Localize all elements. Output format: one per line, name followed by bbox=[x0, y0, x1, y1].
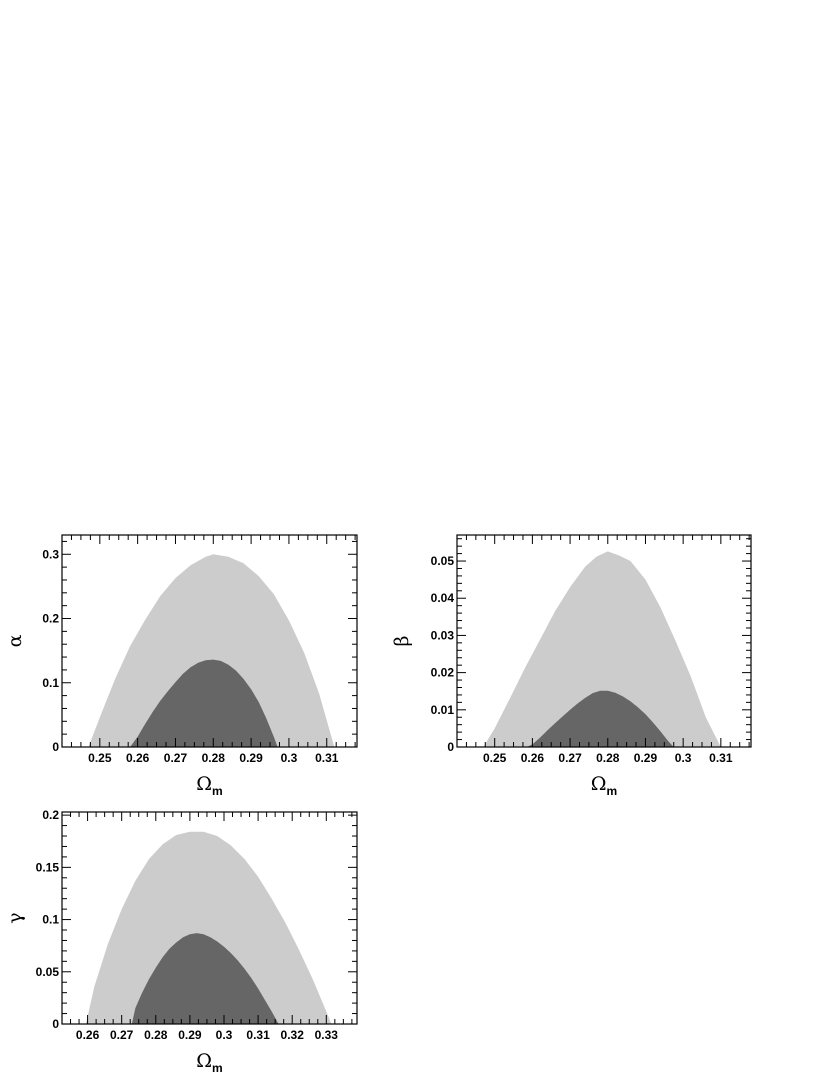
y-tick-label: 0.1 bbox=[42, 676, 59, 690]
panel-gamma: 0.26 0.27 0.28 0.29 0.3 0.31 0.32 0.33 0 0.05 0.1 0… bbox=[4, 808, 358, 1075]
x-tick-label: 0.32 bbox=[281, 1028, 305, 1042]
x-tick-label: 0.28 bbox=[596, 751, 620, 765]
x-axis-label-subscript: m bbox=[607, 784, 618, 798]
x-axis-label-subscript: m bbox=[212, 784, 223, 798]
y-tick-label: 0.2 bbox=[42, 612, 59, 626]
x-axis-label-symbol: Ω bbox=[591, 773, 607, 795]
x-tick-label: 0.26 bbox=[521, 751, 545, 765]
x-tick-label: 0.25 bbox=[88, 751, 112, 765]
x-tick-label: 0.27 bbox=[164, 751, 188, 765]
x-axis-label-symbol: Ω bbox=[196, 1050, 212, 1072]
y-tick-label: 0.01 bbox=[431, 703, 455, 717]
contour-region-outer bbox=[85, 831, 332, 1024]
x-axis-label-symbol: Ω bbox=[196, 773, 212, 795]
y-tick-label: 0.2 bbox=[42, 808, 59, 822]
panel-alpha: 0.25 0.26 0.27 0.28 0.29 0.3 0.31 0 0.1 0.2 0.3 Ωm α bbox=[4, 534, 358, 798]
y-tick-label: 0.03 bbox=[431, 628, 455, 642]
x-tick-label: 0.31 bbox=[709, 751, 733, 765]
y-tick-label: 0.05 bbox=[431, 554, 455, 568]
x-tick-label: 0.27 bbox=[558, 751, 582, 765]
contour-region-outer bbox=[88, 554, 335, 747]
y-tick-label: 0 bbox=[52, 1017, 59, 1031]
x-axis-label: Ωm bbox=[196, 1050, 222, 1075]
plot-frame bbox=[61, 811, 358, 1025]
y-tick-label: 0.02 bbox=[431, 666, 455, 680]
x-tick-label: 0.26 bbox=[126, 751, 150, 765]
plot-frame bbox=[456, 534, 752, 748]
x-tick-label: 0.29 bbox=[178, 1028, 202, 1042]
x-tick-label: 0.3 bbox=[216, 1028, 233, 1042]
x-axis-label: Ωm bbox=[591, 773, 617, 798]
contour-region-inner bbox=[131, 933, 279, 1024]
y-tick-label: 0.04 bbox=[431, 591, 455, 605]
y-axis-label: γ bbox=[4, 912, 26, 923]
x-tick-label: 0.25 bbox=[483, 751, 507, 765]
x-tick-label: 0.28 bbox=[144, 1028, 168, 1042]
y-tick-label: 0 bbox=[52, 740, 59, 754]
x-tick-label: 0.29 bbox=[634, 751, 658, 765]
y-tick-label: 0.3 bbox=[42, 547, 59, 561]
y-tick-label: 0.15 bbox=[36, 860, 60, 874]
x-tick-label: 0.31 bbox=[315, 751, 339, 765]
x-tick-label: 0.33 bbox=[315, 1028, 339, 1042]
contour-region-inner bbox=[130, 659, 278, 747]
x-axis-label: Ωm bbox=[196, 773, 222, 798]
plot-frame bbox=[61, 534, 358, 748]
y-axis-label: α bbox=[4, 634, 26, 647]
x-tick-label: 0.29 bbox=[239, 751, 263, 765]
y-tick-label: 0.1 bbox=[42, 913, 59, 927]
y-tick-label: 0 bbox=[447, 740, 454, 754]
x-tick-label: 0.28 bbox=[202, 751, 226, 765]
x-tick-label: 0.3 bbox=[675, 751, 692, 765]
contour-region-outer bbox=[483, 551, 721, 747]
y-axis-label: β bbox=[391, 635, 413, 646]
y-tick-label: 0.05 bbox=[36, 965, 60, 979]
x-tick-label: 0.3 bbox=[281, 751, 298, 765]
x-tick-label: 0.31 bbox=[246, 1028, 270, 1042]
x-axis-label-subscript: m bbox=[212, 1061, 223, 1075]
panel-beta: 0.25 0.26 0.27 0.28 0.29 0.3 0.31 0 0.01 0.02 0.03… bbox=[391, 534, 752, 798]
x-tick-label: 0.27 bbox=[110, 1028, 134, 1042]
contour-region-inner bbox=[526, 690, 674, 747]
x-tick-label: 0.26 bbox=[76, 1028, 100, 1042]
